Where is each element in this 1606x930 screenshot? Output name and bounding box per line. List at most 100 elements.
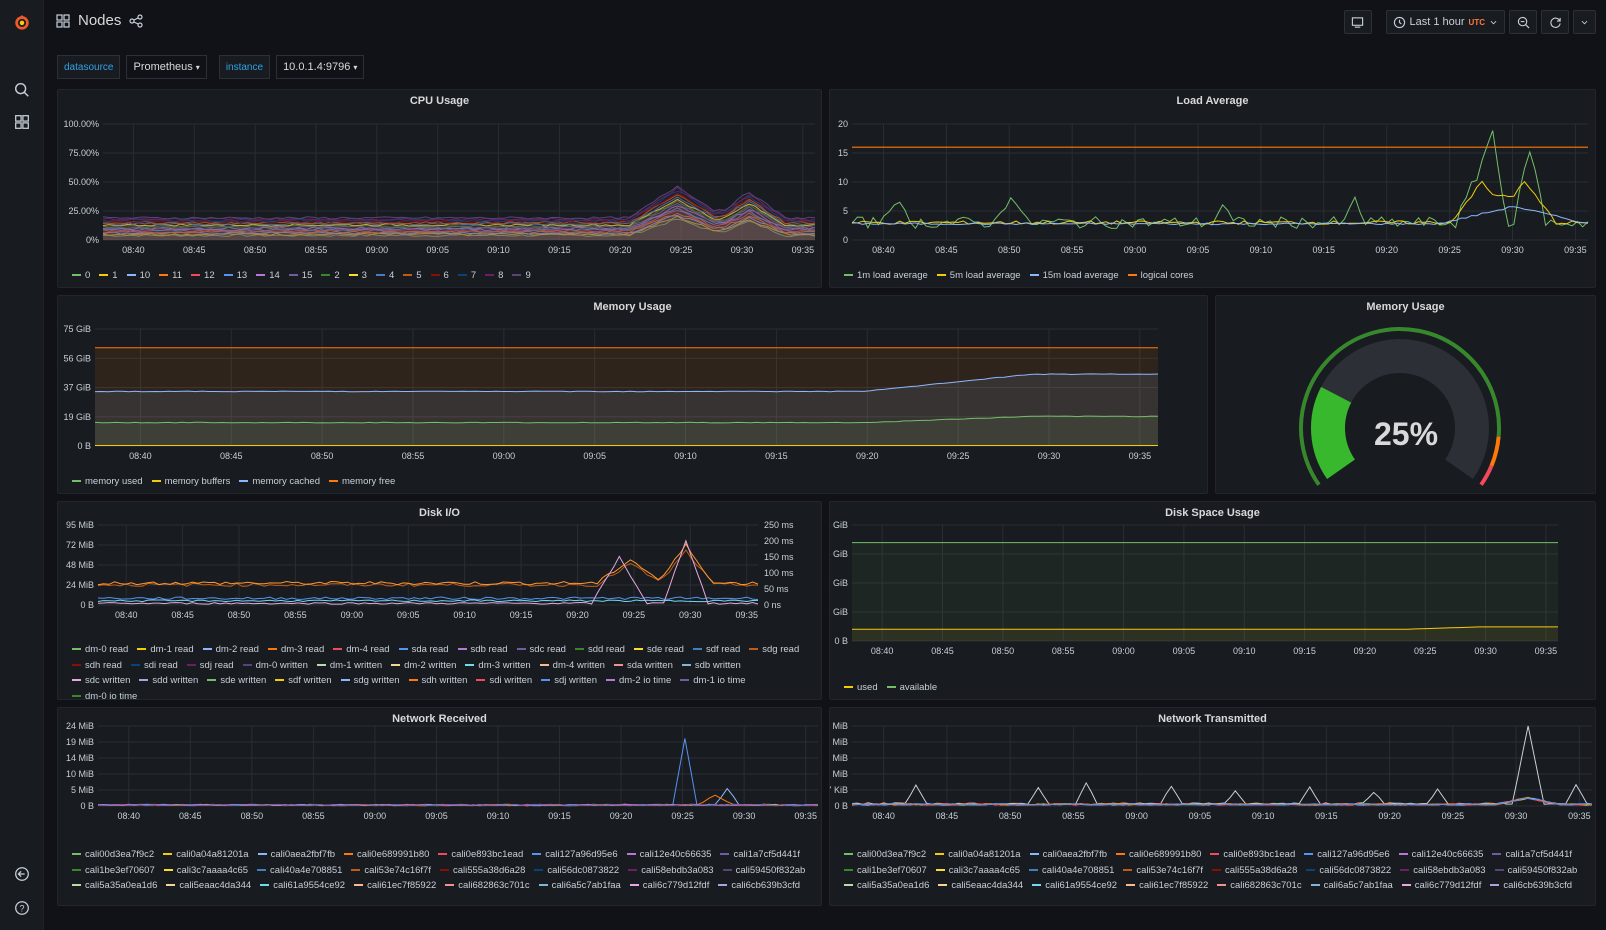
legend-item[interactable]: cali1be3ef70607 — [844, 863, 927, 879]
legend-item[interactable]: 3 — [348, 268, 367, 284]
legend-item[interactable]: cali6cb639b3cfd — [718, 878, 800, 894]
legend-item[interactable]: cali5eaac4da344 — [938, 878, 1023, 894]
legend-item[interactable]: cali3c7aaaa4c65 — [163, 863, 248, 879]
legend-item[interactable]: dm-1 read — [137, 642, 194, 658]
legend-item[interactable]: 4 — [375, 268, 394, 284]
legend-item[interactable]: cali6a5c7ab1faa — [1310, 878, 1393, 894]
legend-item[interactable]: cali00d3ea7f9c2 — [72, 847, 154, 863]
legend-item[interactable]: sdj written — [541, 673, 597, 689]
legend-item[interactable]: 7 — [457, 268, 476, 284]
legend-item[interactable]: sdd read — [574, 642, 625, 658]
time-picker-button[interactable]: Last 1 hour UTC — [1385, 10, 1505, 34]
legend-item[interactable]: cali1a7cf5d441f — [720, 847, 800, 863]
legend-item[interactable]: dm-2 written — [391, 658, 456, 674]
legend-item[interactable]: memory buffers — [151, 474, 230, 490]
legend-item[interactable]: cali56dc0873822 — [1306, 863, 1391, 879]
page-title[interactable]: Nodes — [78, 12, 122, 29]
legend-item[interactable]: dm-3 written — [465, 658, 531, 674]
legend-item[interactable]: 13 — [223, 268, 247, 284]
legend-item[interactable]: cali0e689991b80 — [344, 847, 429, 863]
legend-item[interactable]: cali0a04a81201a — [163, 847, 249, 863]
legend-item[interactable]: sdc written — [72, 673, 130, 689]
legend-item[interactable]: dm-2 read — [202, 642, 259, 658]
legend-item[interactable]: cali40a4e708851 — [1029, 863, 1114, 879]
panel-disk-space-usage[interactable]: Disk Space Usage 931 GiB 698 GiB 466 GiB 23… — [829, 501, 1596, 700]
legend-item[interactable]: sdg read — [749, 642, 799, 658]
panel-cpu-usage[interactable]: CPU Usage 100.00% 75.00% 50.00% 25.00% 0% 08:… — [57, 89, 822, 288]
legend-item[interactable]: 14 — [256, 268, 280, 284]
legend-item[interactable]: cali0e893bc1ead — [438, 847, 523, 863]
legend-item[interactable]: dm-2 io time — [605, 673, 671, 689]
panel-memory-gauge[interactable]: Memory Usage 25% — [1215, 295, 1596, 494]
legend-item[interactable]: cali1a7cf5d441f — [1492, 847, 1572, 863]
refresh-interval-dropdown[interactable] — [1573, 10, 1596, 34]
signout-icon[interactable] — [0, 858, 44, 890]
legend-item[interactable]: cali127a96d95e6 — [532, 847, 618, 863]
share-icon[interactable] — [129, 13, 143, 28]
legend-item[interactable]: cali58ebdb3a083 — [1400, 863, 1486, 879]
legend-item[interactable]: sdc read — [516, 642, 566, 658]
legend-item[interactable]: cali5a35a0ea1d6 — [72, 878, 157, 894]
legend-item[interactable]: 8 — [485, 268, 503, 284]
legend-item[interactable]: cali61a9554ce92 — [1032, 878, 1117, 894]
legend-item[interactable]: dm-0 read — [72, 642, 128, 658]
legend-item[interactable]: cali682863c701c — [1217, 878, 1302, 894]
legend-item[interactable]: dm-0 io time — [72, 689, 137, 699]
legend-item[interactable]: sde read — [633, 642, 684, 658]
legend-item[interactable]: cali6a5c7ab1faa — [538, 878, 621, 894]
legend-item[interactable]: 6 — [430, 268, 449, 284]
legend-item[interactable]: 12 — [191, 268, 215, 284]
legend-item[interactable]: 2 — [321, 268, 340, 284]
legend-item[interactable]: sdd written — [139, 673, 198, 689]
dashboards-icon[interactable] — [0, 106, 44, 138]
legend-item[interactable]: 5 — [403, 268, 422, 284]
panel-load-average[interactable]: Load Average 20 15 10 5 0 08:40 08:45 08:50 08:5… — [829, 89, 1596, 288]
legend-item[interactable]: cali0a04a81201a — [935, 847, 1021, 863]
legend-item[interactable]: available — [886, 680, 937, 696]
legend-item[interactable]: cali0aea2fbf7fb — [1029, 847, 1107, 863]
legend-item[interactable]: cali0e689991b80 — [1116, 847, 1201, 863]
legend-item[interactable]: 9 — [512, 268, 531, 284]
refresh-button[interactable] — [1541, 10, 1569, 34]
legend-item[interactable]: memory free — [328, 474, 395, 490]
legend-item[interactable]: cali12e40c66635 — [1398, 847, 1483, 863]
legend-item[interactable]: cali53e74c16f7f — [1123, 863, 1203, 879]
legend-item[interactable]: 10 — [126, 268, 150, 284]
legend-item[interactable]: used — [844, 680, 878, 696]
legend-item[interactable]: memory cached — [239, 474, 320, 490]
legend-item[interactable]: 0 — [72, 268, 90, 284]
legend-item[interactable]: cali5a35a0ea1d6 — [844, 878, 929, 894]
variable-select-datasource[interactable]: Prometheus ▾ — [126, 55, 207, 79]
legend-item[interactable]: cali127a96d95e6 — [1304, 847, 1390, 863]
legend-item[interactable]: sdg written — [340, 673, 400, 689]
legend-item[interactable]: dm-0 written — [242, 658, 308, 674]
legend-item[interactable]: 1 — [99, 268, 118, 284]
legend-item[interactable]: 15 — [288, 268, 312, 284]
panel-network-received[interactable]: Network Received 24 MiB 19 MiB 14 MiB 10 Mi… — [57, 707, 822, 906]
legend-item[interactable]: sda read — [398, 642, 449, 658]
legend-item[interactable]: 5m load average — [936, 268, 1021, 284]
legend-item[interactable]: cali59450f832ab — [722, 863, 805, 879]
legend-item[interactable]: dm-1 io time — [680, 673, 746, 689]
search-icon[interactable] — [0, 74, 44, 106]
legend-item[interactable]: sdi read — [130, 658, 178, 674]
legend-item[interactable]: cali6c779d12fdf — [629, 878, 709, 894]
legend-item[interactable]: sde written — [207, 673, 266, 689]
legend-item[interactable]: cali0e893bc1ead — [1210, 847, 1295, 863]
legend-item[interactable]: sda written — [613, 658, 673, 674]
legend-item[interactable]: cali61a9554ce92 — [260, 878, 345, 894]
legend-item[interactable]: sdb written — [681, 658, 741, 674]
legend-item[interactable]: cali56dc0873822 — [534, 863, 619, 879]
legend-item[interactable]: cali53e74c16f7f — [351, 863, 431, 879]
zoom-out-button[interactable] — [1509, 10, 1537, 34]
help-icon[interactable]: ? — [0, 892, 44, 924]
variable-select-instance[interactable]: 10.0.1.4:9796 ▾ — [276, 55, 365, 79]
legend-item[interactable]: cali61ec7f85922 — [354, 878, 436, 894]
legend-item[interactable]: sdj read — [186, 658, 234, 674]
legend-item[interactable]: sdi written — [476, 673, 532, 689]
legend-item[interactable]: 1m load average — [844, 268, 928, 284]
legend-item[interactable]: dm-4 read — [333, 642, 390, 658]
legend-item[interactable]: dm-1 written — [316, 658, 382, 674]
legend-item[interactable]: cali5eaac4da344 — [166, 878, 251, 894]
legend-item[interactable]: cali59450f832ab — [1494, 863, 1577, 879]
